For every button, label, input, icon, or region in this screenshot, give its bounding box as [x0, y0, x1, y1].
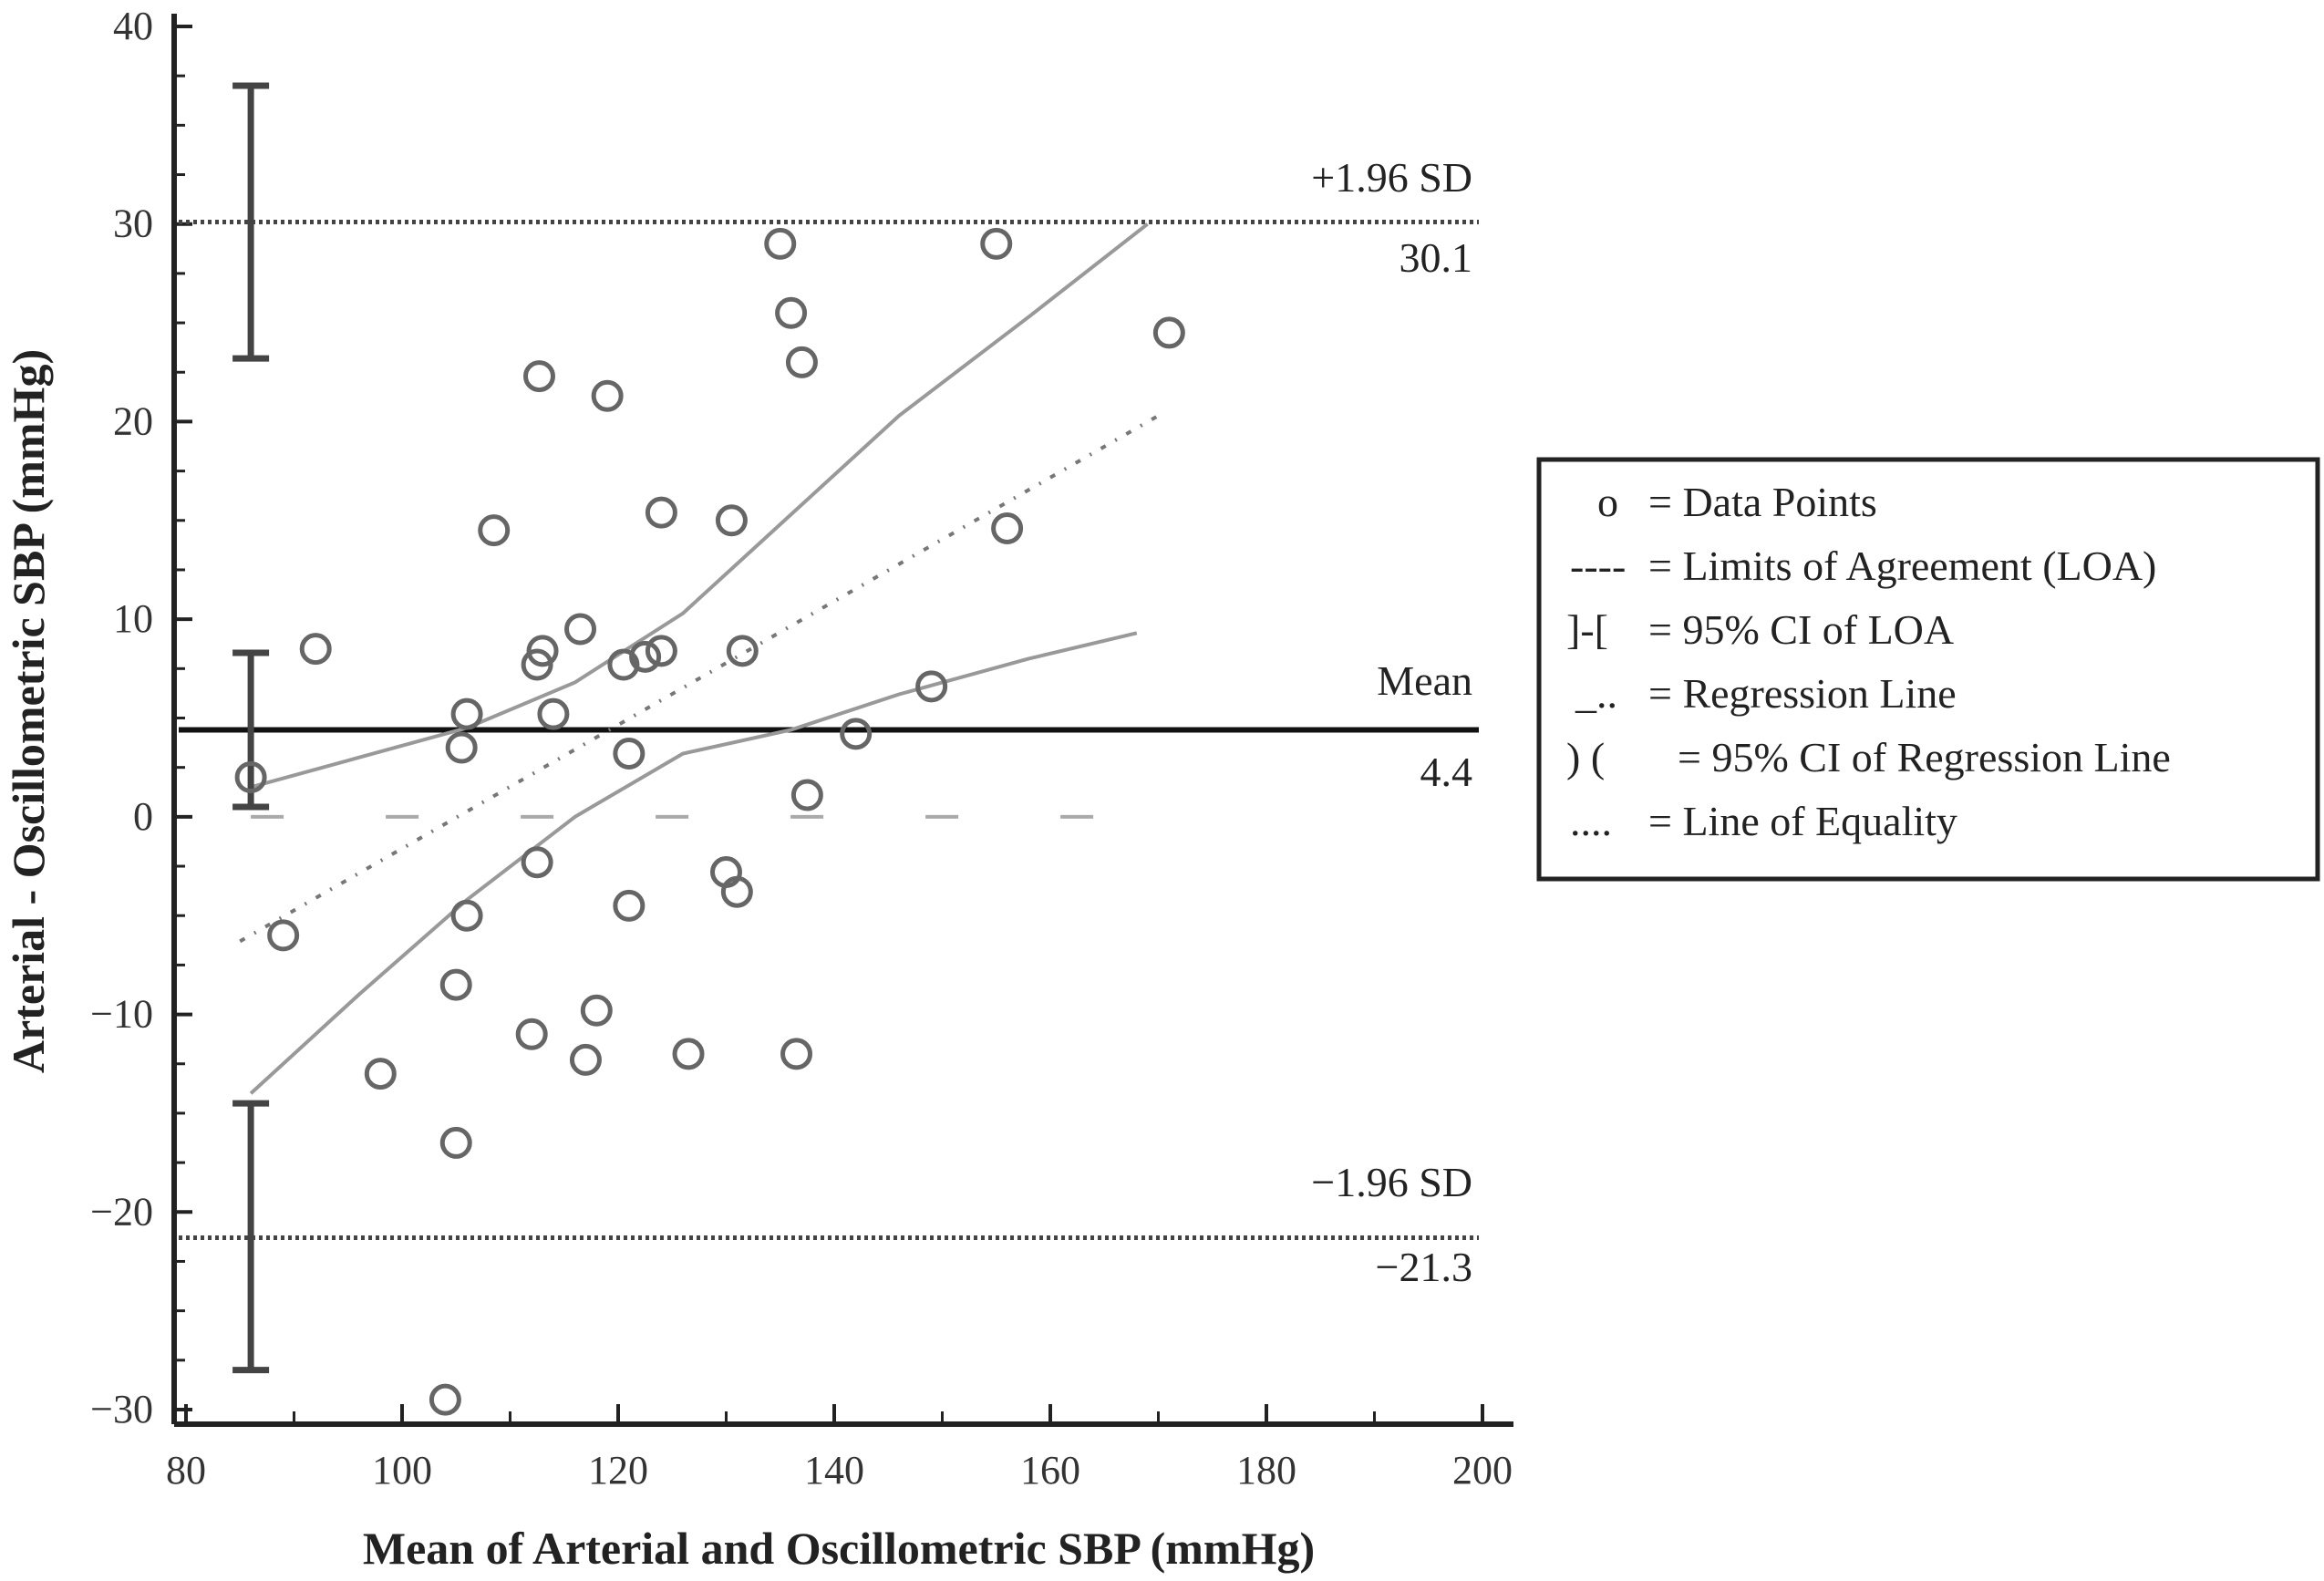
regression-ci-upper-line — [250, 222, 1149, 790]
y-tick-label: 20 — [113, 398, 153, 443]
mean-label: Mean — [1377, 657, 1472, 704]
data-point — [522, 360, 555, 393]
data-point — [715, 504, 748, 537]
data-point — [645, 635, 677, 667]
y-tick-label: 10 — [113, 596, 153, 641]
legend-label: = 95% CI of LOA — [1648, 606, 1954, 653]
legend-symbol: .... — [1570, 798, 1612, 844]
x-tick-label: 180 — [1236, 1448, 1296, 1493]
data-point — [790, 779, 823, 811]
data-point — [439, 1126, 472, 1159]
data-point — [645, 496, 677, 529]
legend-label: = Regression Line — [1648, 670, 1957, 717]
legend-label: = Limits of Agreement (LOA) — [1648, 542, 2156, 589]
regression-ci-lower-line — [249, 631, 1138, 1095]
legend-symbol: ) ( — [1566, 734, 1605, 780]
data-point — [439, 968, 472, 1001]
reference-lines — [179, 220, 1479, 1240]
data-point — [991, 512, 1024, 544]
loa-ci-bars — [232, 82, 270, 1374]
data-point — [980, 227, 1013, 260]
legend-box — [1536, 457, 2320, 882]
data-point — [915, 670, 948, 703]
legend-entries: o = Data Points ---- = Limits of Agreement … — [1566, 479, 2171, 844]
data-point — [840, 718, 873, 750]
data-point — [1152, 316, 1185, 349]
y-tick-label: 30 — [113, 202, 153, 246]
legend-symbol: _.. — [1575, 670, 1617, 717]
legend-symbol: ---- — [1570, 542, 1626, 589]
data-points — [234, 227, 1185, 1416]
legend: o = Data Points ---- = Limits of Agreement … — [1536, 457, 2320, 882]
legend-label: = Data Points — [1648, 479, 1877, 525]
data-point — [591, 379, 624, 412]
mean-value: 4.4 — [1420, 749, 1473, 795]
data-point — [445, 731, 478, 764]
x-axis-title: Mean of Arterial and Oscillometric SBP (… — [363, 1523, 1315, 1574]
y-tick-label: 40 — [113, 4, 153, 48]
data-point — [607, 648, 640, 681]
data-point — [234, 761, 267, 794]
data-point — [613, 889, 646, 922]
lower-loa-label: −1.96 SD — [1311, 1159, 1472, 1205]
x-tick-label: 140 — [804, 1448, 864, 1493]
data-point — [672, 1038, 705, 1070]
y-tick-label: −20 — [90, 1189, 153, 1234]
data-point — [478, 514, 511, 547]
data-point — [775, 296, 808, 329]
y-axis-title: Arterial - Oscillometric SBP (mmHg) — [3, 349, 54, 1073]
data-point — [526, 635, 559, 667]
data-point — [521, 648, 553, 681]
data-point — [429, 1383, 461, 1416]
upper-loa-label: +1.96 SD — [1311, 154, 1472, 201]
x-tick-label: 160 — [1020, 1448, 1080, 1493]
x-tick-label: 80 — [166, 1448, 206, 1493]
regression-line — [239, 414, 1160, 944]
data-point — [521, 846, 553, 879]
data-point — [569, 1043, 602, 1076]
x-tick-label: 100 — [372, 1448, 432, 1493]
y-tick-label: −30 — [90, 1387, 153, 1431]
legend-label: = Line of Equality — [1648, 798, 1957, 844]
upper-loa-value: 30.1 — [1400, 234, 1473, 281]
regression-lines — [239, 222, 1160, 1095]
x-tick-label: 200 — [1452, 1448, 1513, 1493]
data-point — [764, 227, 797, 260]
data-point — [720, 875, 753, 908]
legend-label: = 95% CI of Regression Line — [1678, 734, 2171, 780]
data-point — [785, 346, 818, 378]
axis-ticks: −30 −20 −10 0 10 20 30 40 80 100 120 140 160 180 200 — [90, 4, 1513, 1493]
axes — [171, 14, 1513, 1427]
data-point — [629, 640, 662, 673]
data-point — [726, 635, 759, 667]
y-tick-label: −10 — [90, 992, 153, 1037]
data-point — [564, 613, 597, 646]
y-tick-label: 0 — [133, 794, 153, 839]
data-point — [450, 698, 483, 730]
data-point — [580, 994, 613, 1027]
data-point — [780, 1038, 813, 1070]
legend-symbol: ]-[ — [1566, 606, 1608, 653]
data-point — [450, 899, 483, 932]
legend-symbol: o — [1597, 479, 1618, 525]
data-point — [537, 698, 570, 730]
data-point — [613, 738, 646, 770]
lower-loa-value: −21.3 — [1376, 1244, 1472, 1290]
data-point — [267, 919, 300, 952]
x-tick-label: 120 — [588, 1448, 648, 1493]
data-point — [364, 1058, 397, 1090]
data-point — [515, 1018, 548, 1050]
data-point — [299, 633, 332, 666]
